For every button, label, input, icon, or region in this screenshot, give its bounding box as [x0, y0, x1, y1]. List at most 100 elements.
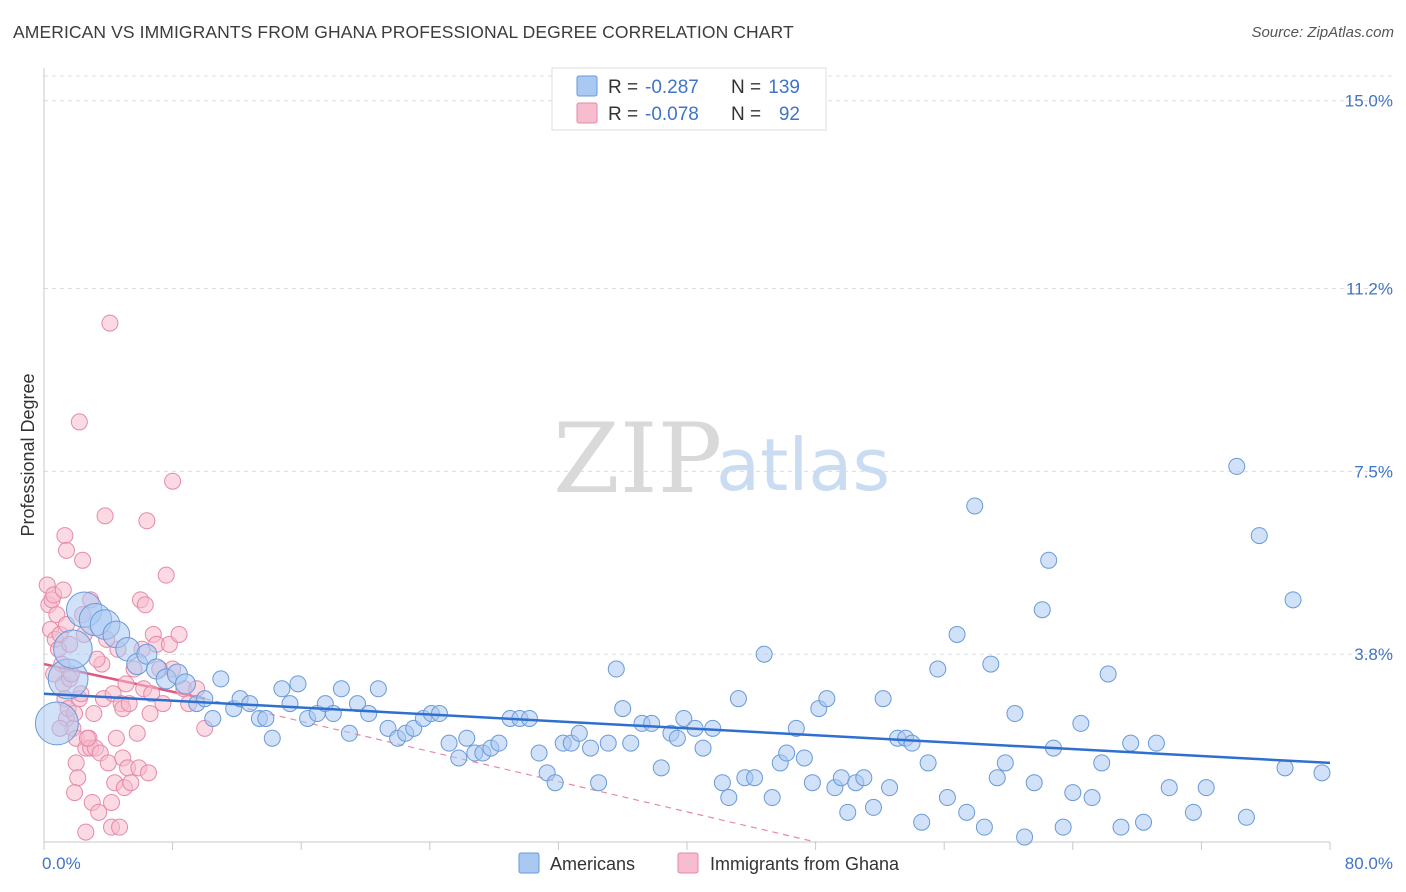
americans-point: [975, 818, 993, 836]
americans-point: [1072, 714, 1090, 732]
americans-point: [1033, 601, 1051, 619]
americans-point: [458, 729, 476, 747]
ghana-point: [99, 754, 117, 772]
legend-r-value-americans: -0.287: [645, 77, 699, 98]
americans-point: [34, 701, 79, 746]
ghana-point: [90, 803, 108, 821]
americans-point: [938, 789, 956, 807]
ghana-point: [143, 685, 161, 703]
americans-point: [763, 789, 781, 807]
legend-swatch-americans: [576, 75, 598, 97]
americans-point: [694, 739, 712, 757]
ghana-point: [77, 823, 95, 841]
americans-point: [590, 774, 608, 792]
y-tick-label: 7.5%: [1354, 462, 1393, 481]
americans-point: [903, 734, 921, 752]
americans-point: [1237, 808, 1255, 826]
americans-point: [1099, 665, 1117, 683]
americans-point: [652, 759, 670, 777]
bottom-legend-label-americans: Americans: [550, 854, 635, 874]
americans-point: [643, 714, 661, 732]
americans-point: [982, 655, 1000, 673]
americans-point: [281, 695, 299, 713]
americans-point: [966, 497, 984, 515]
americans-point: [1016, 828, 1034, 846]
americans-point: [257, 709, 275, 727]
ghana-point: [78, 729, 96, 747]
americans-point: [755, 645, 773, 663]
americans-point: [263, 729, 281, 747]
americans-point: [929, 660, 947, 678]
ghana-point: [139, 764, 157, 782]
x-tick-label-max: 80.0%: [1345, 854, 1393, 873]
americans-point: [1228, 457, 1246, 475]
x-tick-label-min: 0.0%: [42, 854, 81, 873]
americans-points: [34, 457, 1331, 846]
americans-point: [958, 803, 976, 821]
legend-r-label-ghana: R =: [608, 104, 638, 125]
watermark-atlas: atlas: [716, 423, 890, 507]
americans-point: [1025, 774, 1043, 792]
americans-point: [1160, 779, 1178, 797]
americans-point: [778, 744, 796, 762]
americans-point: [818, 690, 836, 708]
legend: R = -0.287 N = 139 R = -0.078 N = 92: [551, 67, 827, 131]
americans-point: [1276, 759, 1294, 777]
ghana-point: [58, 541, 76, 559]
americans-point: [1054, 818, 1072, 836]
americans-point: [546, 774, 564, 792]
americans-point: [607, 660, 625, 678]
x-ticks: [43, 842, 1331, 850]
ghana-point: [170, 625, 188, 643]
americans-point: [450, 749, 468, 767]
legend-box: [551, 67, 827, 131]
americans-point: [1093, 754, 1111, 772]
americans-point: [53, 629, 93, 670]
bottom-legend-label-ghana: Immigrants from Ghana: [710, 854, 900, 874]
americans-point: [746, 769, 764, 787]
americans-point: [881, 779, 899, 797]
ghana-point: [128, 724, 146, 742]
legend-n-label-americans: N =: [731, 77, 761, 98]
y-tick-label: 3.8%: [1354, 645, 1393, 664]
americans-point: [668, 729, 686, 747]
americans-point: [360, 705, 378, 723]
ghana-point: [67, 754, 85, 772]
americans-point: [570, 724, 588, 742]
grid-lines: [44, 75, 1392, 655]
americans-point: [136, 643, 158, 665]
americans-point: [1184, 803, 1202, 821]
americans-point: [919, 754, 937, 772]
ghana-point: [70, 413, 88, 431]
americans-point: [273, 680, 291, 698]
americans-point: [1112, 818, 1130, 836]
ghana-points: [38, 314, 214, 841]
ghana-point: [136, 596, 154, 614]
ghana-point: [96, 507, 114, 525]
watermark: ZIP atlas: [553, 403, 890, 515]
americans-point: [988, 769, 1006, 787]
americans-point: [340, 724, 358, 742]
ghana-point: [164, 472, 182, 490]
y-tick-label: 15.0%: [1345, 92, 1393, 111]
y-axis-label: Professional Degree: [18, 373, 38, 536]
americans-point: [614, 700, 632, 718]
americans-point: [675, 709, 693, 727]
americans-point: [874, 690, 892, 708]
americans-point: [839, 803, 857, 821]
americans-point: [1040, 551, 1058, 569]
americans-point: [1313, 764, 1331, 782]
americans-point: [1250, 527, 1268, 545]
ghana-point: [69, 769, 87, 787]
americans-point: [713, 774, 731, 792]
americans-point: [996, 754, 1014, 772]
americans-point: [599, 734, 617, 752]
americans-point: [1147, 734, 1165, 752]
legend-n-value-ghana: 92: [779, 104, 800, 125]
americans-point: [204, 709, 222, 727]
ghana-point: [107, 729, 125, 747]
ghana-point: [111, 818, 129, 836]
ghana-point: [122, 774, 140, 792]
bottom-legend: Americans Immigrants from Ghana: [518, 852, 900, 874]
